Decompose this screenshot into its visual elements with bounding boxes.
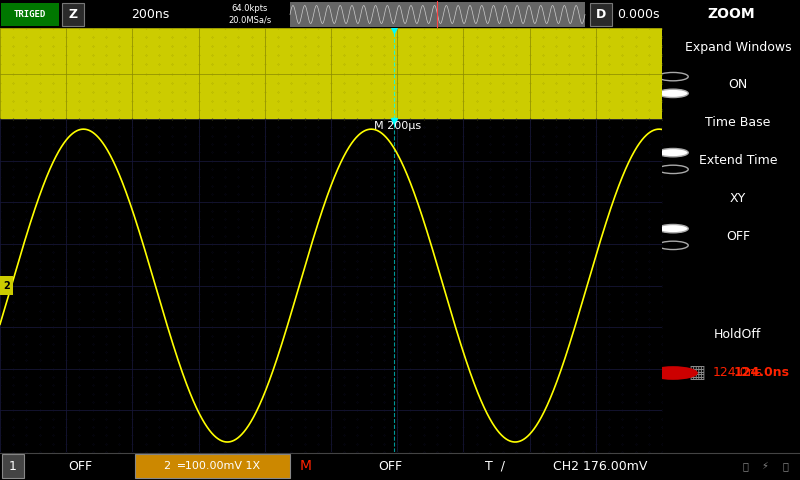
Circle shape: [658, 148, 688, 157]
Text: ⚡: ⚡: [762, 461, 769, 471]
Bar: [135, 454, 290, 478]
Circle shape: [648, 366, 698, 380]
Text: 64.0kpts
20.0MSa/s: 64.0kpts 20.0MSa/s: [228, 4, 272, 24]
Text: OFF: OFF: [726, 230, 750, 243]
Bar: [0, 28, 662, 119]
Text: M: M: [300, 459, 312, 473]
Text: T: T: [391, 120, 396, 129]
Text: 1: 1: [9, 459, 17, 472]
Text: 🖥: 🖥: [742, 461, 748, 471]
Text: ZOOM: ZOOM: [707, 7, 755, 21]
Text: 124.0ns: 124.0ns: [734, 367, 790, 380]
Text: TRIGED: TRIGED: [14, 10, 46, 19]
Circle shape: [658, 225, 688, 233]
Text: 2: 2: [3, 281, 10, 290]
Text: 0.000s: 0.000s: [617, 8, 659, 21]
Text: OFF: OFF: [68, 459, 92, 472]
Bar: [2, 454, 24, 478]
Text: T: T: [391, 29, 396, 38]
Text: Expand Windows: Expand Windows: [685, 40, 791, 53]
Text: CH2 176.00mV: CH2 176.00mV: [553, 459, 647, 472]
Text: ▦: ▦: [688, 364, 705, 382]
Text: D: D: [596, 8, 606, 21]
Text: XY: XY: [730, 192, 746, 205]
Text: T  /: T /: [485, 459, 505, 472]
Text: Time Base: Time Base: [706, 117, 770, 130]
Bar: [1, 3, 59, 26]
Text: Extend Time: Extend Time: [698, 155, 777, 168]
Text: HoldOff: HoldOff: [714, 328, 762, 341]
Text: 🔗: 🔗: [782, 461, 788, 471]
Bar: [62, 3, 84, 26]
Bar: [590, 3, 612, 26]
Text: 200ns: 200ns: [131, 8, 169, 21]
Bar: [0, 276, 14, 295]
Text: 2  ═100.00mV 1X: 2 ═100.00mV 1X: [165, 461, 261, 471]
Text: OFF: OFF: [378, 459, 402, 472]
Text: 124.0ns: 124.0ns: [713, 367, 763, 380]
Text: Z: Z: [69, 8, 78, 21]
Text: ON: ON: [728, 79, 747, 92]
Text: M 200µs: M 200µs: [374, 121, 421, 131]
Circle shape: [658, 89, 688, 97]
Bar: [290, 2, 585, 27]
